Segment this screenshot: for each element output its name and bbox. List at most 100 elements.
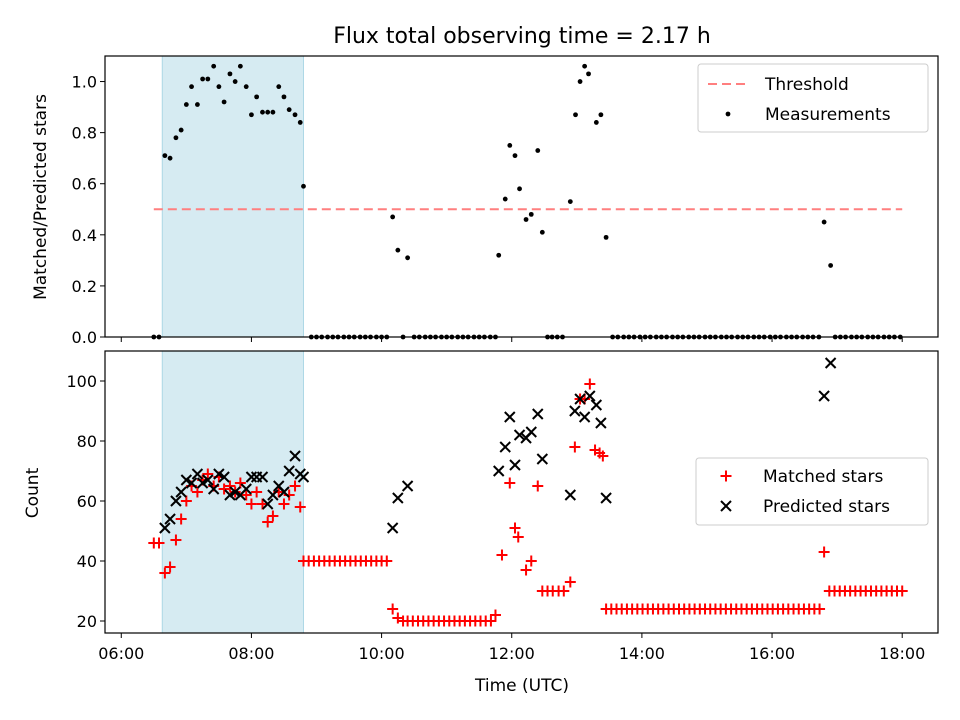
matched-star-point	[202, 468, 214, 480]
cross-b	[499, 441, 511, 453]
matched-star-point	[525, 555, 537, 567]
matched-star-point	[512, 531, 524, 543]
cross-b	[164, 513, 176, 525]
matched-star-point	[569, 441, 581, 453]
matched-star-point	[256, 498, 268, 510]
predicted-star-point	[218, 471, 230, 483]
cross-b	[207, 483, 220, 495]
matched-star-point	[224, 480, 236, 492]
top-y-tick-label: 0.4	[72, 226, 97, 245]
cross-b	[170, 495, 182, 507]
cross-b	[175, 486, 187, 498]
cross-b	[229, 486, 241, 498]
figure-title: Flux total observing time = 2.17 h	[333, 24, 711, 49]
matched-star-point	[262, 516, 274, 528]
measurement-point	[586, 71, 591, 77]
cross-b	[283, 465, 295, 477]
predicted-star-point	[818, 390, 830, 402]
matched-star-point	[558, 585, 570, 597]
top-y-tick-label: 0.8	[72, 124, 97, 143]
matched-star-point	[283, 489, 295, 501]
legend-threshold-label: Threshold	[764, 75, 849, 95]
measurement-point	[281, 94, 287, 100]
bottom-y-tick-label: 60	[77, 492, 97, 511]
cross-b	[509, 459, 521, 471]
matched-star-point	[159, 567, 171, 579]
bottom-legend-frame	[695, 457, 929, 526]
measurement-point	[593, 120, 599, 125]
matched-star-point	[153, 537, 165, 549]
predicted-star-point	[564, 489, 577, 501]
matched-star-point	[387, 603, 399, 615]
measurement-point	[216, 84, 222, 90]
measurement-point	[227, 71, 233, 77]
matched-star-point	[164, 561, 176, 573]
predicted-star-point	[267, 489, 279, 501]
predicted-star-point	[386, 522, 399, 534]
matched-star-point	[251, 486, 263, 498]
measurement-point	[567, 199, 573, 205]
matched-star-point	[509, 522, 521, 534]
top-y-tick-label: 0.0	[72, 328, 97, 347]
matched-star-point	[381, 555, 393, 567]
matched-star-point	[294, 501, 306, 513]
measurement-point	[598, 112, 604, 118]
cross-b	[584, 390, 596, 402]
x-axis-label: Time (UTC)	[474, 676, 569, 696]
top-y-tick-label: 0.2	[72, 277, 97, 296]
predicted-star-point	[224, 489, 236, 501]
matched-star-point	[818, 546, 830, 558]
cross-b	[401, 480, 414, 492]
measurement-point	[276, 84, 282, 90]
cross-b	[386, 522, 399, 534]
predicted-star-point	[536, 453, 549, 465]
top-legend-box: Threshold Measurements	[697, 63, 929, 133]
measurement-point	[167, 155, 173, 161]
measurement-point	[517, 186, 522, 192]
predicted-star-point	[493, 465, 505, 477]
matched-star-point	[240, 489, 252, 501]
legend-predicted-swatch-b	[720, 500, 732, 512]
predicted-star-point	[600, 492, 612, 504]
top-legend-frame	[697, 63, 929, 133]
top-axes-frame	[104, 55, 939, 338]
top-y-axis-label: Matched/Predicted stars	[31, 94, 51, 300]
legend-matched-label: Matched stars	[763, 467, 883, 487]
cross-b	[574, 393, 586, 405]
predicted-star-point	[574, 393, 586, 405]
cross-b	[196, 477, 209, 489]
top-panel: 0.0 0.2 0.4 0.6 0.8 1.0 Matched/Predicted sta…	[31, 55, 939, 347]
predicted-star-point	[202, 474, 214, 486]
cross-b	[392, 492, 404, 504]
measurement-point	[195, 102, 200, 107]
measurement-point	[528, 211, 534, 217]
predicted-star-point	[569, 405, 581, 417]
predicted-star-point	[595, 417, 607, 429]
measurement-point	[297, 120, 303, 125]
bottom-axes-frame	[104, 350, 939, 634]
cross-b	[278, 486, 290, 498]
predicted-star-point	[170, 495, 182, 507]
measurement-point	[535, 148, 541, 153]
predicted-star-point	[240, 483, 252, 495]
predicted-star-point	[824, 357, 837, 369]
predicted-star-point	[256, 471, 269, 483]
predicted-star-point	[164, 513, 176, 525]
measurement-point	[496, 252, 502, 258]
bottom-panel: 20 40 60 80 100 06:00 08:00 10:00 12:00 14:00 16:0…	[23, 350, 939, 696]
cross-b	[218, 471, 230, 483]
predicted-star-point	[504, 411, 516, 423]
cross-b	[213, 468, 225, 480]
x-tick-label: 14:00	[619, 644, 665, 663]
cross-b	[578, 411, 591, 423]
matched-star-point	[564, 576, 576, 588]
matched-star-point	[218, 483, 230, 495]
measurement-point	[254, 94, 260, 100]
legend-measurements-label: Measurements	[765, 105, 891, 125]
measurement-point	[173, 135, 179, 141]
x-tick-label: 06:00	[98, 644, 144, 663]
measurement-point	[249, 112, 254, 118]
top-y-tick-label: 0.6	[72, 175, 97, 194]
matched-star-point	[584, 378, 596, 390]
